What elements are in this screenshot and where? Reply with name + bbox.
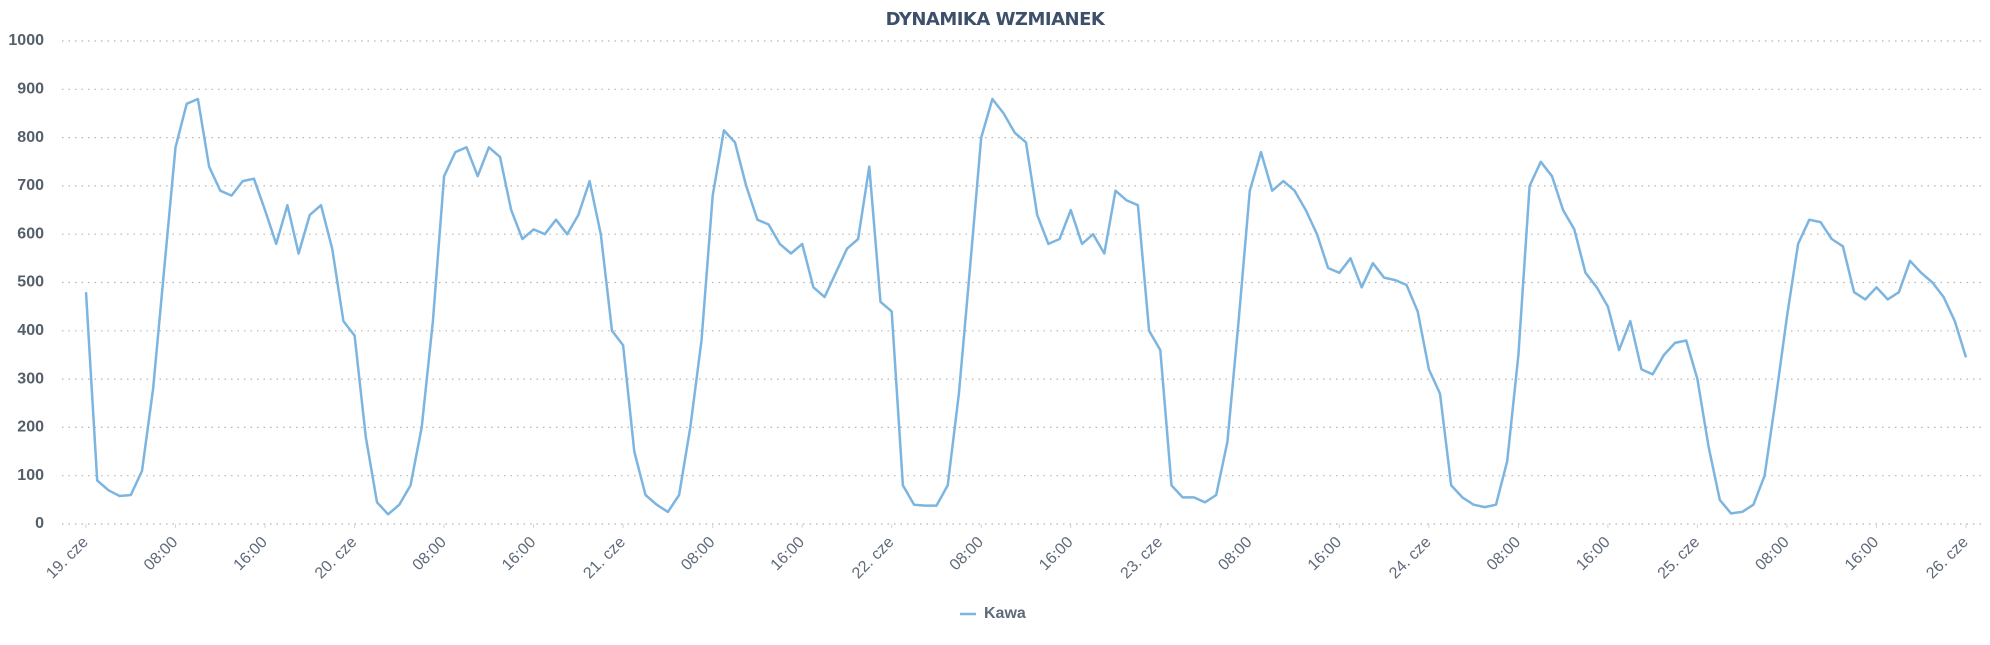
x-tick-label: 21. cze	[580, 534, 629, 583]
y-tick-label: 800	[17, 129, 44, 146]
x-tick-label: 08:00	[678, 534, 718, 574]
x-tick-label: 22. cze	[849, 534, 898, 583]
x-tick-label: 08:00	[947, 534, 987, 574]
x-tick-label: 16:00	[1036, 534, 1076, 574]
x-tick-label: 08:00	[141, 534, 181, 574]
x-tick-label: 16:00	[768, 534, 808, 574]
x-tick-label: 16:00	[1842, 534, 1882, 574]
x-tick-label: 16:00	[1573, 534, 1613, 574]
x-tick-label: 19. cze	[43, 534, 92, 583]
x-tick-label: 16:00	[499, 534, 539, 574]
data-line	[84, 97, 1968, 516]
y-tick-label: 600	[17, 225, 44, 242]
x-tick-label: 08:00	[1752, 534, 1792, 574]
x-tick-label: 24. cze	[1386, 534, 1435, 583]
x-tick-label: 08:00	[410, 534, 450, 574]
y-tick-label: 200	[17, 419, 44, 436]
legend-label: Kawa	[984, 605, 1026, 622]
x-tick-label: 16:00	[1305, 534, 1345, 574]
x-tick-label: 20. cze	[312, 534, 361, 583]
x-tick-label: 08:00	[1215, 534, 1255, 574]
x-tick-label: 23. cze	[1118, 534, 1167, 583]
x-tick-label: 26. cze	[1923, 534, 1972, 583]
y-tick-label: 300	[17, 370, 44, 387]
y-tick-label: 100	[17, 467, 44, 484]
chart-title: DYNAMIKA WZMIANEK	[886, 9, 1106, 30]
x-tick-label: 25. cze	[1655, 534, 1704, 583]
y-tick-label: 400	[17, 322, 44, 339]
y-tick-label: 500	[17, 274, 44, 291]
y-tick-label: 1000	[8, 32, 44, 49]
x-tick-label: 16:00	[231, 534, 271, 574]
y-tick-label: 0	[35, 515, 44, 532]
x-tick-label: 08:00	[1484, 534, 1524, 574]
y-tick-label: 900	[17, 81, 44, 98]
y-tick-label: 700	[17, 177, 44, 194]
